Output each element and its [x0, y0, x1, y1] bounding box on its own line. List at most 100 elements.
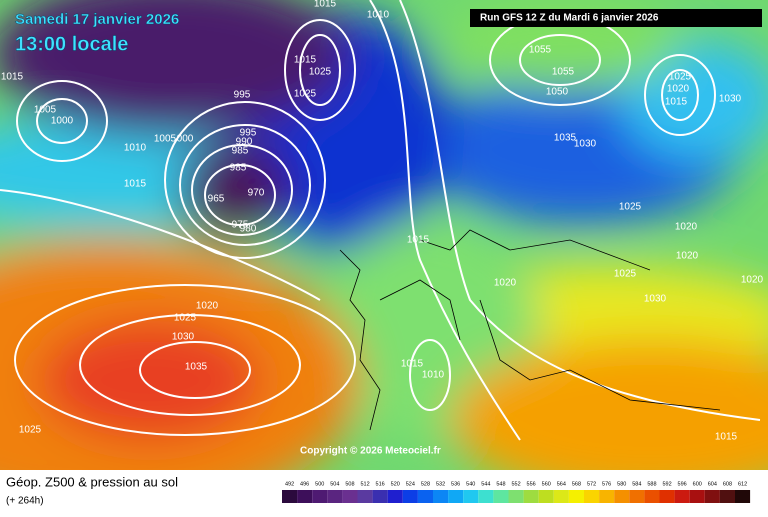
colorbar-swatch: [704, 490, 720, 503]
pressure-label: 1010: [124, 143, 147, 154]
pressure-label: 995: [234, 90, 251, 101]
pressure-label: 1030: [574, 139, 597, 150]
colorbar-swatch: [674, 490, 690, 503]
colorbar-swatch: [659, 490, 675, 503]
pressure-label: 1015: [401, 359, 424, 370]
colorbar-label: 524: [406, 481, 415, 487]
colorbar-swatch: [493, 490, 509, 503]
colorbar-label: 564: [557, 481, 566, 487]
pressure-label: 1020: [196, 301, 219, 312]
pressure-label: 1020: [675, 222, 698, 233]
colorbar-swatch: [599, 490, 615, 503]
colorbar-swatch: [463, 490, 479, 503]
colorbar-label: 592: [662, 481, 671, 487]
pressure-label: 000: [177, 134, 194, 145]
pressure-label: 1015: [1, 72, 24, 83]
pressure-label: 965: [208, 194, 225, 205]
pressure-label: 1025: [19, 425, 42, 436]
pressure-label: 1035: [554, 133, 577, 144]
colorbar-label: 568: [572, 481, 581, 487]
pressure-label: 980: [240, 224, 257, 235]
colorbar-swatch: [523, 490, 539, 503]
pressure-label: 1025: [669, 72, 692, 83]
isobars: [0, 0, 761, 441]
pressure-label: 985: [232, 146, 249, 157]
colorbar-swatch: [719, 490, 735, 503]
colorbar-label: 528: [421, 481, 430, 487]
colorbar-label: 552: [511, 481, 520, 487]
pressure-label: 1025: [294, 89, 317, 100]
colorbar-swatch: [689, 490, 705, 503]
pressure-label: 1015: [314, 0, 337, 10]
coastlines: [339, 229, 721, 431]
pressure-label: 985: [230, 163, 247, 174]
local-time: 13:00 locale: [15, 33, 128, 55]
pressure-label: 1015: [407, 235, 430, 246]
colorbar-swatch: [553, 490, 569, 503]
colorbar-swatch: [448, 490, 464, 503]
colorbar-swatch: [538, 490, 554, 503]
run-info: Run GFS 12 Z du Mardi 6 janvier 2026: [480, 13, 659, 24]
colorbar-swatch: [312, 490, 328, 503]
colorbar-label: 600: [693, 481, 702, 487]
colorbar-swatch: [568, 490, 584, 503]
colorbar-swatch: [357, 490, 373, 503]
colorbar-label: 584: [632, 481, 641, 487]
colorbar-label: 608: [723, 481, 732, 487]
colorbar-swatch: [282, 490, 298, 503]
pressure-label: 1050: [546, 87, 569, 98]
colorbar-label: 536: [451, 481, 460, 487]
colorbar-swatch: [614, 490, 630, 503]
pressure-label: 1035: [185, 362, 208, 373]
pressure-label: 1020: [667, 84, 690, 95]
pressure-label: 1025: [309, 67, 332, 78]
colorbar-label: 520: [391, 481, 400, 487]
pressure-label: 1030: [644, 294, 667, 305]
colorbar-swatch: [387, 490, 403, 503]
pressure-label: 975: [232, 220, 249, 231]
pressure-label: 1010: [367, 10, 390, 21]
footer-title: Géop. Z500 & pression au sol: [6, 474, 178, 489]
colorbar-swatch: [417, 490, 433, 503]
colorbar-label: 556: [527, 481, 536, 487]
colorbar-swatch: [372, 490, 388, 503]
colorbar-label: 516: [376, 481, 385, 487]
colorbar-label: 576: [602, 481, 611, 487]
colorbar-label: 604: [708, 481, 717, 487]
colorbar-label: 504: [330, 481, 339, 487]
colorbar-label: 560: [542, 481, 551, 487]
colorbar-label: 580: [617, 481, 626, 487]
colorbar-label: 492: [285, 481, 294, 487]
colorbar-swatch: [629, 490, 645, 503]
colorbar-label: 508: [345, 481, 354, 487]
colorbar-label: 512: [360, 481, 369, 487]
colorbar-label: 496: [300, 481, 309, 487]
pressure-label: 1005: [154, 134, 177, 145]
pressure-label: 1025: [619, 202, 642, 213]
date: Samedi 17 janvier 2026: [15, 11, 179, 28]
colorbar-label: 500: [315, 481, 324, 487]
colorbar-swatch: [478, 490, 494, 503]
pressure-label: 1055: [552, 67, 575, 78]
colorbar-swatch: [327, 490, 343, 503]
pressure-label: 970: [248, 188, 265, 199]
pressure-label: 1025: [614, 269, 637, 280]
colorbar-label: 540: [466, 481, 475, 487]
pressure-label: 1015: [124, 179, 147, 190]
pressure-label: 1015: [665, 97, 688, 108]
pressure-label: 990: [236, 137, 253, 148]
colorbar-label: 612: [738, 481, 747, 487]
pressure-label: 1010: [422, 370, 445, 381]
colorbar-swatch: [433, 490, 449, 503]
run-box: [470, 9, 762, 27]
colorbar-label: 544: [481, 481, 490, 487]
copyright: Copyright © 2026 Meteociel.fr: [300, 446, 441, 457]
colorbar-label: 596: [678, 481, 687, 487]
pressure-label: 995: [240, 128, 257, 139]
pressure-label: 1025: [174, 313, 197, 324]
colorbar-swatch: [297, 490, 313, 503]
